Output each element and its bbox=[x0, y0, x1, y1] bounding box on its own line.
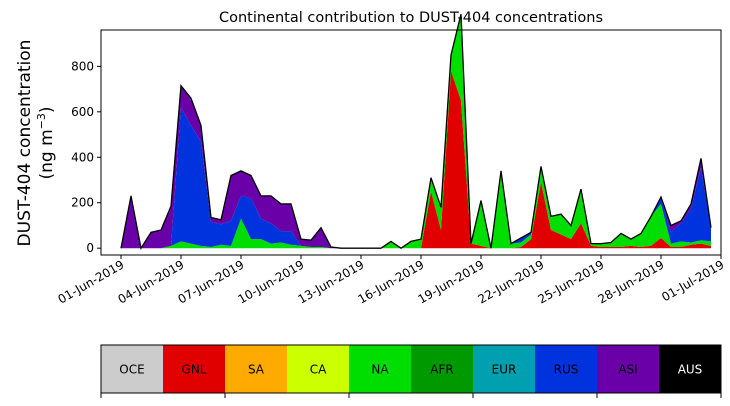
chart-title: Continental contribution to DUST-404 con… bbox=[219, 10, 603, 26]
x-tick-label: 01-Jul-2019 bbox=[659, 257, 726, 304]
legend-label-rus: RUS bbox=[554, 363, 579, 377]
legend-label-asi: ASI bbox=[618, 363, 637, 377]
y-tick-label: 200 bbox=[71, 196, 94, 210]
legend-label-oce: OCE bbox=[119, 363, 144, 377]
stacked-areas bbox=[120, 13, 712, 250]
x-axis: 01-Jun-201904-Jun-201907-Jun-201910-Jun-… bbox=[56, 255, 727, 307]
x-tick-label: 19-Jun-2019 bbox=[416, 257, 487, 306]
legend-label-ca: CA bbox=[310, 363, 327, 377]
legend-swatch-aus bbox=[659, 345, 722, 393]
legend-swatch-ca bbox=[287, 345, 350, 393]
y-tick-label: 600 bbox=[71, 105, 94, 119]
region-colorbar: OCE GNL SA CA NA AFR EUR RUS ASI AUS bbox=[100, 344, 722, 398]
x-tick-label: 07-Jun-2019 bbox=[176, 257, 247, 306]
legend-label-sa: SA bbox=[248, 363, 265, 377]
y-axis-label: DUST-404 concentration (ng m−3) bbox=[15, 40, 57, 247]
y-tick-label: 400 bbox=[71, 150, 94, 164]
legend-swatch-afr bbox=[411, 345, 474, 393]
legend-swatch-eur bbox=[473, 345, 536, 393]
y-axis-label-unit: (ng m bbox=[37, 129, 57, 179]
legend-label-aus: AUS bbox=[678, 363, 703, 377]
y-axis-label-line1: DUST-404 concentration bbox=[15, 40, 35, 247]
area-na bbox=[121, 14, 711, 249]
legend-swatch-gnl bbox=[163, 345, 226, 393]
area-rus bbox=[121, 14, 711, 249]
y-axis-label-close: ) bbox=[37, 106, 57, 113]
legend-swatch-oce bbox=[101, 345, 164, 393]
legend-label-afr: AFR bbox=[430, 363, 453, 377]
y-tick-label: 0 bbox=[86, 241, 94, 255]
y-axis: 0 200 400 600 800 bbox=[71, 59, 101, 255]
legend-swatch-rus bbox=[535, 345, 598, 393]
x-tick-label: 10-Jun-2019 bbox=[236, 257, 307, 306]
legend-label-eur: EUR bbox=[492, 363, 517, 377]
legend-frame bbox=[100, 344, 722, 394]
y-axis-label-exponent: −3 bbox=[35, 113, 48, 129]
x-tick-label: 16-Jun-2019 bbox=[356, 257, 427, 306]
y-axis-label-line2: (ng m−3) bbox=[35, 106, 57, 179]
x-tick-label: 01-Jun-2019 bbox=[56, 257, 127, 306]
legend-label-na: NA bbox=[371, 363, 389, 377]
legend-swatch-na bbox=[349, 345, 412, 393]
x-tick-label: 28-Jun-2019 bbox=[596, 257, 667, 306]
x-tick-label: 25-Jun-2019 bbox=[536, 257, 607, 306]
x-tick-label: 22-Jun-2019 bbox=[476, 257, 547, 306]
total-line bbox=[120, 13, 712, 250]
x-tick-label: 13-Jun-2019 bbox=[296, 257, 367, 306]
y-tick-label: 800 bbox=[71, 59, 94, 73]
legend-swatch-sa bbox=[225, 345, 288, 393]
x-tick-label: 04-Jun-2019 bbox=[116, 257, 187, 306]
legend-swatch-asi bbox=[597, 345, 660, 393]
legend-label-gnl: GNL bbox=[182, 363, 207, 377]
plot-frame bbox=[100, 29, 722, 256]
